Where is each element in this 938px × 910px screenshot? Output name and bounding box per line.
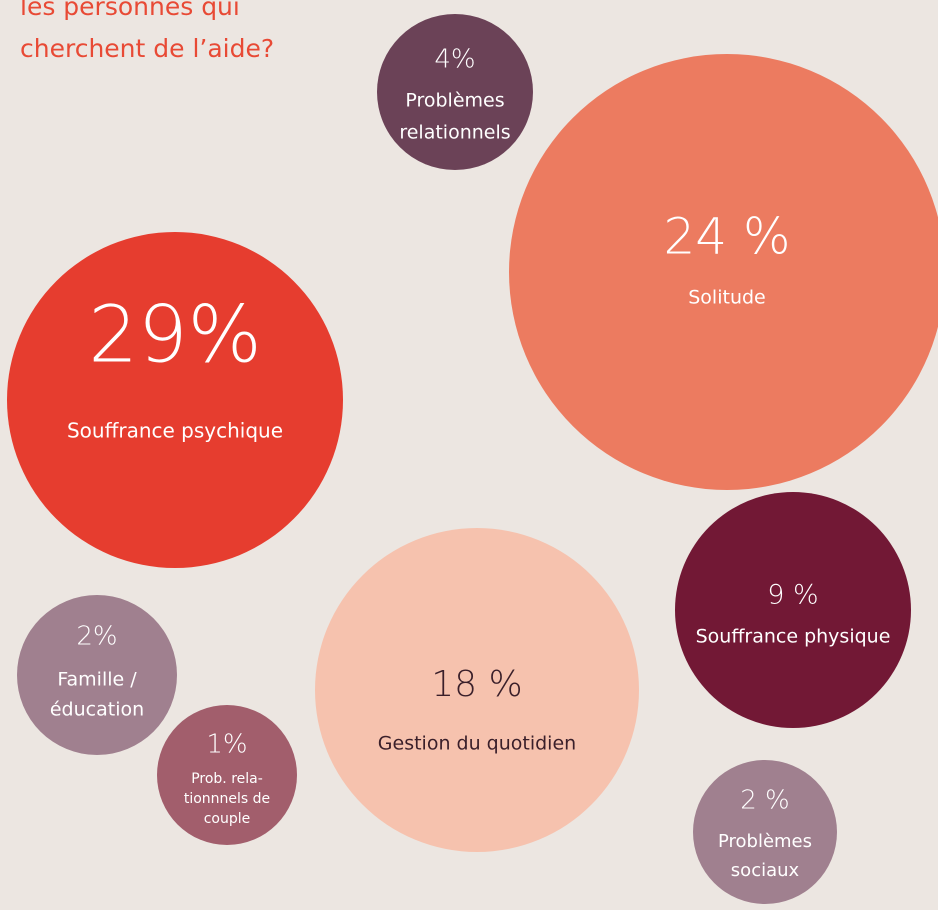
value-label: 24 %: [663, 208, 790, 266]
bubble: [157, 705, 297, 845]
bubble-label: éducation: [50, 699, 144, 721]
value-label: 29%: [88, 291, 261, 381]
bubble-label: Solitude: [688, 287, 765, 309]
bubble: [17, 595, 177, 755]
value-label: 18 %: [431, 664, 522, 705]
bubble-label: Famille /: [57, 669, 137, 691]
bubble-label: Gestion du quotidien: [378, 733, 576, 755]
value-label: 2 %: [740, 786, 790, 816]
bubble: [509, 54, 938, 490]
bubble-label: relationnels: [399, 122, 510, 144]
bubble-label: tionnnels de: [184, 791, 270, 807]
chart-title: les personnes qui: [20, 0, 240, 21]
bubble: [377, 14, 533, 170]
value-label: 1%: [206, 730, 247, 760]
value-label: 4%: [434, 45, 475, 75]
bubble: [675, 492, 911, 728]
bubble-label: Souffrance psychique: [67, 419, 283, 443]
value-label: 9 %: [767, 580, 818, 611]
bubble-label: Prob. rela-: [191, 771, 263, 787]
chart-title: cherchent de l’aide?: [20, 34, 274, 63]
bubble-label: Souffrance physique: [696, 626, 891, 648]
bubble-label: couple: [204, 811, 251, 827]
bubble: [7, 232, 343, 568]
bubble-label: Problèmes: [718, 831, 812, 852]
bubble: [315, 528, 639, 852]
value-label: 2%: [76, 622, 117, 652]
bubble-label: Problèmes: [405, 90, 504, 112]
bubble: [693, 760, 837, 904]
bubble-label: sociaux: [731, 860, 800, 881]
